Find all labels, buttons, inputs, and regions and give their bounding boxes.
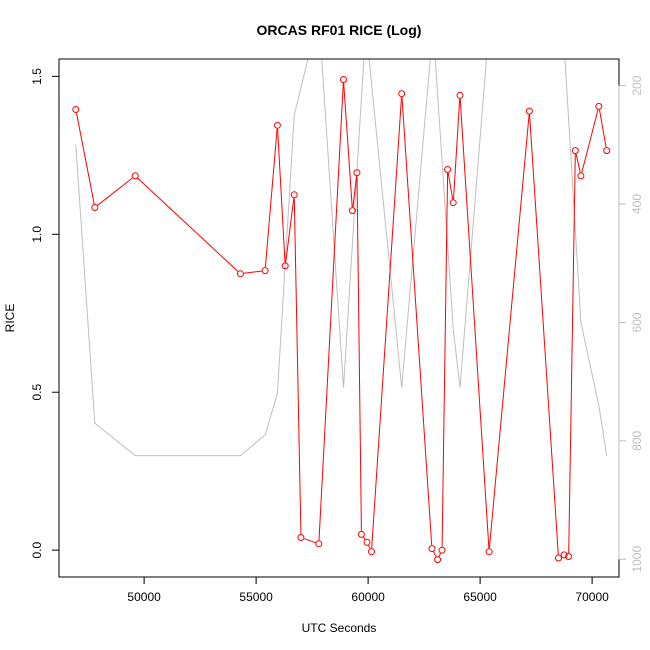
- rice-point: [428, 545, 436, 553]
- rice-point: [261, 267, 269, 275]
- rice-segment: [243, 270, 262, 274]
- y-tick-label: 0.0: [30, 542, 44, 559]
- rice-series: [72, 76, 611, 564]
- rice-segment: [459, 98, 490, 549]
- rice-point: [357, 530, 365, 538]
- rice-segment: [453, 98, 461, 200]
- x-tick-label: 55000: [239, 590, 273, 604]
- secondary-series: [75, 59, 608, 457]
- y-axis: 0.0 0.5 1.0 1.5: [30, 68, 60, 559]
- rice-segment: [285, 198, 295, 263]
- rice-segment: [401, 97, 433, 546]
- rice-point: [577, 172, 585, 180]
- right-y-tick-label: 200: [630, 75, 644, 95]
- rice-segment: [362, 536, 366, 540]
- right-y-tick-label: 1000: [630, 546, 644, 573]
- rice-point: [368, 548, 375, 556]
- rice-point: [273, 121, 281, 129]
- x-axis: 50000 55000 60000 65000 70000: [127, 576, 609, 604]
- rice-point: [525, 107, 533, 115]
- right-y-tick-label: 800: [630, 430, 644, 450]
- rice-point: [315, 540, 323, 548]
- x-tick-label: 50000: [127, 590, 161, 604]
- rice-point: [603, 147, 611, 155]
- rice-point: [555, 554, 562, 562]
- rice-segment: [581, 109, 599, 173]
- right-y-tick-label: 400: [630, 194, 644, 214]
- y-tick-label: 1.5: [30, 68, 44, 85]
- rice-point: [348, 207, 356, 215]
- rice-point: [281, 262, 289, 270]
- x-tick-label: 65000: [463, 590, 497, 604]
- rice-segment: [441, 172, 449, 547]
- rice-point: [444, 166, 452, 173]
- rice-point: [456, 91, 464, 99]
- rice-point: [438, 546, 446, 554]
- rice-segment: [433, 551, 437, 557]
- chart-title: ORCAS RF01 RICE (Log): [257, 22, 422, 38]
- rice-segment: [352, 176, 357, 208]
- rice-segment: [293, 198, 302, 535]
- rice-point: [297, 534, 305, 541]
- y-axis-label: RICE: [3, 304, 17, 333]
- rice-point: [565, 553, 573, 560]
- rice-segment: [304, 538, 316, 544]
- rice-point: [485, 548, 493, 556]
- rice-point: [398, 90, 406, 98]
- rice-segment: [76, 112, 95, 205]
- rice-segment: [568, 154, 576, 554]
- rice-segment: [371, 97, 402, 549]
- y-tick-label: 0.5: [30, 384, 44, 401]
- rice-segment: [264, 128, 278, 268]
- rice-segment: [343, 82, 353, 208]
- rice-point: [290, 191, 298, 199]
- x-axis-label: UTC Seconds: [302, 621, 377, 635]
- rice-point: [91, 204, 99, 211]
- rice-segment: [97, 177, 133, 206]
- y-tick-label: 1.0: [30, 226, 44, 243]
- rice-segment: [318, 82, 344, 541]
- right-y-axis: 200 400 600 800 1000: [618, 75, 644, 573]
- x-tick-label: 70000: [575, 590, 609, 604]
- rice-segment: [599, 109, 607, 148]
- rice-segment: [529, 114, 559, 555]
- rice-point: [449, 199, 457, 207]
- secondary-series-line: [75, 59, 608, 457]
- right-y-tick-label: 600: [630, 312, 644, 332]
- rice-point: [131, 172, 139, 180]
- rice-point: [363, 538, 371, 546]
- rice-segment: [447, 172, 454, 200]
- rice-segment: [438, 553, 441, 557]
- rice-point: [340, 76, 347, 83]
- rice-segment: [488, 114, 530, 549]
- rice-point: [560, 551, 568, 559]
- rice-segment: [368, 545, 371, 549]
- rice-segment: [277, 128, 286, 263]
- rice-segment: [137, 177, 239, 272]
- rice-point: [236, 270, 244, 278]
- rice-point: [434, 556, 442, 564]
- rice-point: [353, 169, 361, 177]
- rice-segment: [356, 176, 362, 531]
- rice-point: [72, 106, 80, 113]
- rice-segment: [575, 153, 581, 173]
- x-tick-label: 60000: [351, 590, 385, 604]
- rice-point: [571, 147, 579, 155]
- rice-point: [595, 102, 603, 110]
